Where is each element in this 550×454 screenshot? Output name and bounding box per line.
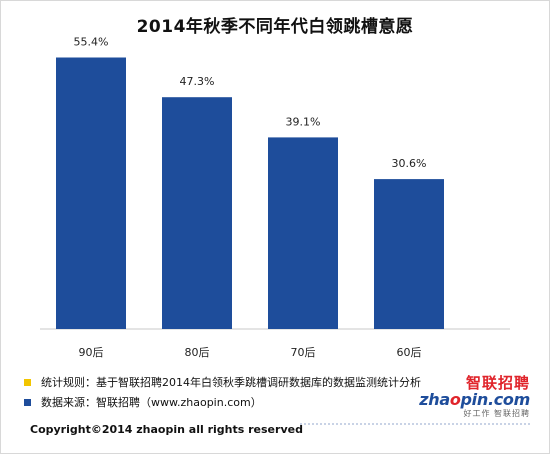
category-label-1: 80后 xyxy=(185,346,210,359)
bars-layer: 55.4% 90后 47.3% 80后 39.1% 70后 30.6% 60后 xyxy=(56,36,444,359)
bar-1 xyxy=(162,97,232,329)
footer-divider xyxy=(300,423,530,425)
logo-tagline: 好工作 智联招聘 xyxy=(463,409,530,418)
logo-en-part3: pin.com xyxy=(460,390,531,409)
logo-english: zhaopin.com xyxy=(410,391,530,409)
logo-chinese: 智联招聘 xyxy=(465,374,530,392)
value-label-1: 47.3% xyxy=(180,75,215,88)
zhaopin-logo: 智联招聘 zhaopin.com 好工作 智联招聘 xyxy=(410,375,530,419)
category-label-0: 90后 xyxy=(79,346,104,359)
value-label-2: 39.1% xyxy=(286,115,321,128)
note-rule-text: 统计规则：基于智联招聘2014年白领秋季跳槽调研数据库的数据监测统计分析 xyxy=(41,376,421,389)
notes-block: 统计规则：基于智联招聘2014年白领秋季跳槽调研数据库的数据监测统计分析 数据来… xyxy=(24,372,421,412)
category-label-3: 60后 xyxy=(397,346,422,359)
bar-0 xyxy=(56,57,126,329)
note-source-text: 数据来源：智联招聘（www.zhaopin.com） xyxy=(41,396,262,409)
value-label-0: 55.4% xyxy=(74,36,109,49)
value-label-3: 30.6% xyxy=(392,157,427,170)
bar-2 xyxy=(268,137,338,329)
category-label-2: 70后 xyxy=(291,346,316,359)
note-rule-marker xyxy=(24,378,31,386)
copyright-text: Copyright©2014 zhaopin all rights reserv… xyxy=(30,423,303,436)
chart-title: 2014年秋季不同年代白领跳槽意愿 xyxy=(136,17,414,37)
bar-3 xyxy=(374,179,444,329)
logo-en-part2: o xyxy=(449,390,461,409)
note-source-marker xyxy=(24,398,31,406)
note-source: 数据来源：智联招聘（www.zhaopin.com） xyxy=(24,392,421,412)
logo-en-part1: zha xyxy=(419,390,450,409)
note-rule: 统计规则：基于智联招聘2014年白领秋季跳槽调研数据库的数据监测统计分析 xyxy=(24,372,421,392)
